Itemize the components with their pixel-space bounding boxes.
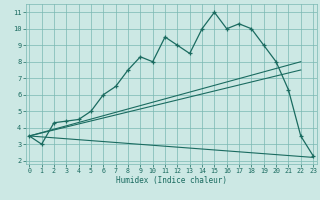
- X-axis label: Humidex (Indice chaleur): Humidex (Indice chaleur): [116, 176, 227, 185]
